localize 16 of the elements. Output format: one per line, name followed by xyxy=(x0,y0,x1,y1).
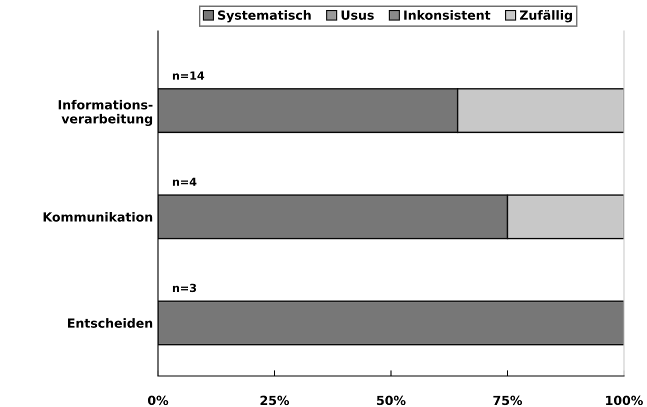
legend-label: Inkonsistent xyxy=(404,10,490,20)
annotation: n=3 xyxy=(172,284,196,292)
annotation: n=14 xyxy=(172,72,204,80)
legend-label: Usus xyxy=(342,10,374,20)
bar xyxy=(158,300,624,346)
x-tick-label: 0% xyxy=(148,396,168,406)
legend-label: Zufällig xyxy=(520,10,572,22)
x-tick-label: 100% xyxy=(606,396,643,406)
y-tick-label: Kommunikation xyxy=(44,212,152,222)
annotation: n=4 xyxy=(172,178,196,186)
x-tick-label: 25% xyxy=(260,396,290,406)
x-tick-label: 50% xyxy=(377,396,406,406)
x-tick-label: 75% xyxy=(493,396,522,406)
y-tick-label: Informations- verarbeitung xyxy=(58,100,152,126)
legend-label: Systematisch xyxy=(218,10,311,22)
y-tick-label: Entscheiden xyxy=(68,318,152,328)
